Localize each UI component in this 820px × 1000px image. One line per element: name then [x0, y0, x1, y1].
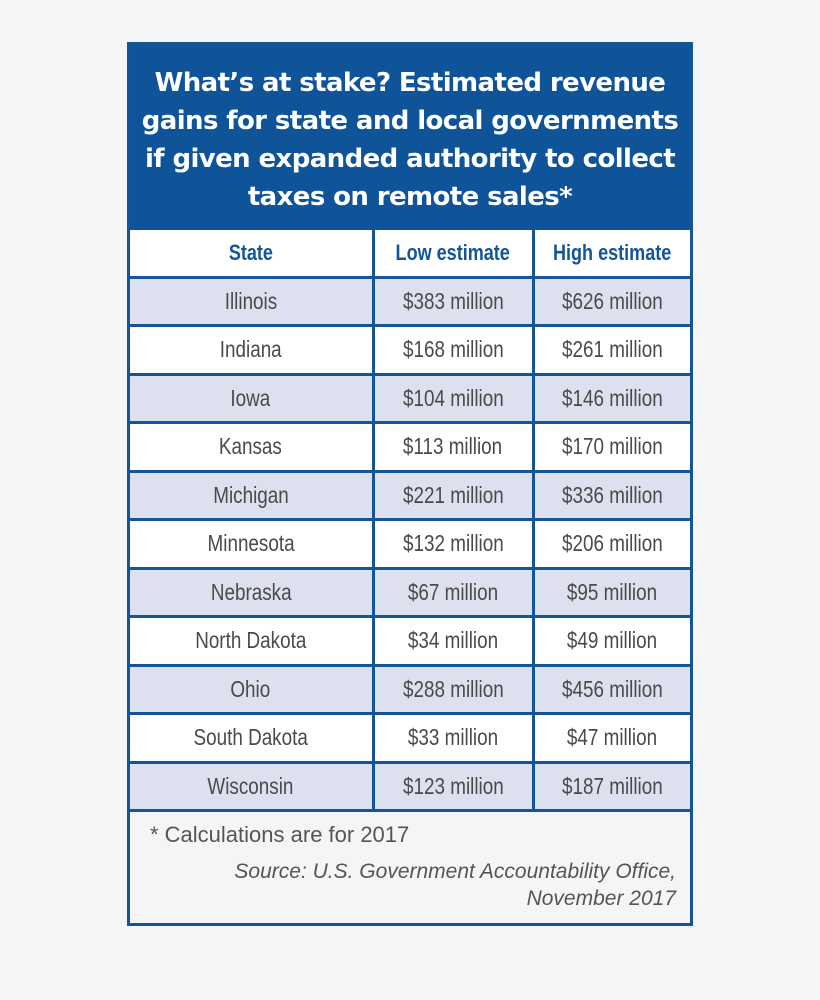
state-cell: Indiana: [130, 324, 375, 376]
state-cell: South Dakota: [130, 712, 375, 764]
cell-text: Nebraska: [210, 578, 292, 605]
table-row: Illinois $383 million $626 million: [130, 275, 690, 327]
revenue-table-card: What’s at stake? Estimated revenue gains…: [127, 42, 693, 926]
state-cell: Nebraska: [130, 566, 375, 618]
cell-text: Michigan: [213, 481, 289, 508]
column-header-low: Low estimate: [371, 230, 535, 279]
state-cell: North Dakota: [130, 615, 375, 667]
high-estimate-cell: $47 million: [531, 712, 690, 764]
low-estimate-cell: $288 million: [371, 663, 535, 715]
cell-text: $67 million: [407, 578, 499, 605]
table-row: Wisconsin $123 million $187 million: [130, 760, 690, 812]
cell-text: $34 million: [407, 627, 499, 654]
table-footer: * Calculations are for 2017 Source: U.S.…: [130, 812, 690, 923]
table-title: What’s at stake? Estimated revenue gains…: [130, 45, 690, 230]
table-row: Iowa $104 million $146 million: [130, 372, 690, 424]
header-label: State: [228, 239, 273, 265]
low-estimate-cell: $383 million: [371, 275, 535, 327]
high-estimate-cell: $206 million: [531, 518, 690, 570]
cell-text: Ohio: [230, 675, 271, 702]
table-row: South Dakota $33 million $47 million: [130, 712, 690, 764]
source-citation: Source: U.S. Government Accountability O…: [150, 858, 676, 912]
cell-text: $146 million: [561, 384, 663, 411]
high-estimate-cell: $626 million: [531, 275, 690, 327]
cell-text: $123 million: [402, 772, 504, 799]
cell-text: $288 million: [402, 675, 504, 702]
cell-text: Kansas: [219, 433, 283, 460]
table-row: North Dakota $34 million $49 million: [130, 615, 690, 667]
cell-text: $95 million: [567, 578, 658, 605]
cell-text: $49 million: [567, 627, 658, 654]
cell-text: $221 million: [402, 481, 504, 508]
table-row: Indiana $168 million $261 million: [130, 324, 690, 376]
table-row: Ohio $288 million $456 million: [130, 663, 690, 715]
cell-text: $132 million: [402, 530, 504, 557]
cell-text: $187 million: [561, 772, 663, 799]
high-estimate-cell: $146 million: [531, 372, 690, 424]
low-estimate-cell: $168 million: [371, 324, 535, 376]
cell-text: $33 million: [407, 724, 499, 751]
low-estimate-cell: $67 million: [371, 566, 535, 618]
cell-text: $336 million: [561, 481, 663, 508]
low-estimate-cell: $221 million: [371, 469, 535, 521]
low-estimate-cell: $123 million: [371, 760, 535, 812]
cell-text: $261 million: [561, 336, 663, 363]
state-cell: Kansas: [130, 421, 375, 473]
state-cell: Michigan: [130, 469, 375, 521]
high-estimate-cell: $261 million: [531, 324, 690, 376]
footnote: * Calculations are for 2017: [150, 822, 410, 847]
cell-text: $104 million: [402, 384, 504, 411]
high-estimate-cell: $95 million: [531, 566, 690, 618]
column-header-high: High estimate: [531, 230, 690, 279]
cell-text: Wisconsin: [207, 772, 294, 799]
high-estimate-cell: $170 million: [531, 421, 690, 473]
column-header-state: State: [130, 230, 375, 279]
header-row: State Low estimate High estimate: [130, 230, 690, 279]
low-estimate-cell: $33 million: [371, 712, 535, 764]
low-estimate-cell: $132 million: [371, 518, 535, 570]
state-cell: Wisconsin: [130, 760, 375, 812]
cell-text: Iowa: [230, 384, 271, 411]
cell-text: $113 million: [403, 433, 503, 460]
high-estimate-cell: $336 million: [531, 469, 690, 521]
cell-text: $168 million: [402, 336, 504, 363]
cell-text: $626 million: [561, 287, 663, 314]
table-row: Kansas $113 million $170 million: [130, 421, 690, 473]
low-estimate-cell: $113 million: [371, 421, 535, 473]
table-row: Minnesota $132 million $206 million: [130, 518, 690, 570]
revenue-table: State Low estimate High estimate Illinoi…: [130, 230, 690, 812]
table-row: Michigan $221 million $336 million: [130, 469, 690, 521]
state-cell: Illinois: [130, 275, 375, 327]
high-estimate-cell: $49 million: [531, 615, 690, 667]
cell-text: Indiana: [219, 336, 282, 363]
high-estimate-cell: $187 million: [531, 760, 690, 812]
table-row: Nebraska $67 million $95 million: [130, 566, 690, 618]
header-label: High estimate: [553, 239, 672, 265]
cell-text: North Dakota: [195, 627, 307, 654]
cell-text: $206 million: [561, 530, 663, 557]
low-estimate-cell: $34 million: [371, 615, 535, 667]
cell-text: Illinois: [224, 287, 277, 314]
source-line: Source: U.S. Government Accountability O…: [234, 860, 676, 883]
state-cell: Minnesota: [130, 518, 375, 570]
state-cell: Ohio: [130, 663, 375, 715]
source-line: November 2017: [526, 887, 676, 910]
cell-text: $170 million: [561, 433, 663, 460]
cell-text: $383 million: [402, 287, 504, 314]
cell-text: South Dakota: [193, 724, 308, 751]
cell-text: $47 million: [567, 724, 658, 751]
header-label: Low estimate: [395, 239, 511, 265]
cell-text: $456 million: [561, 675, 663, 702]
state-cell: Iowa: [130, 372, 375, 424]
high-estimate-cell: $456 million: [531, 663, 690, 715]
low-estimate-cell: $104 million: [371, 372, 535, 424]
cell-text: Minnesota: [207, 530, 295, 557]
